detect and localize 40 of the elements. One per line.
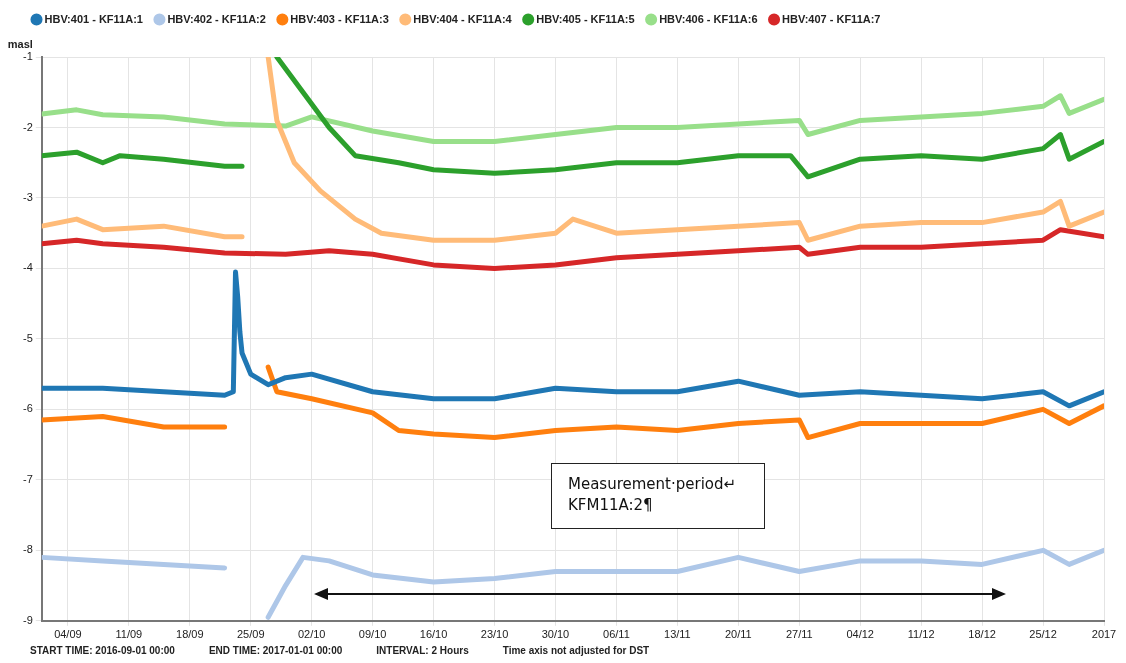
- x-tick-label: 25/12: [1029, 628, 1057, 641]
- x-tick-label: 11/12: [907, 628, 935, 641]
- x-tick-label: 09/10: [358, 628, 387, 641]
- y-tick-label: -7: [23, 472, 33, 485]
- x-tick-label: 23/10: [480, 628, 509, 641]
- legend-label: HBV:406 - KF11A:6: [659, 12, 758, 25]
- text: INTERVAL: 2 Hours: [376, 645, 469, 656]
- text: END TIME: 2017-01-01 00:00: [208, 645, 343, 656]
- legend-label: HBV:402 - KF11A:2: [167, 12, 266, 25]
- x-tick-label: 02/10: [297, 628, 326, 641]
- legend-label: HBV:401 - KF11A:1: [44, 12, 143, 25]
- y-tick-label: -4: [23, 261, 33, 274]
- x-tick-label: 2017: [1091, 628, 1117, 641]
- text: START TIME: 2016-09-01 00:00: [30, 645, 175, 656]
- x-tick-label: 18/12: [968, 628, 996, 641]
- x-tick-label: 30/10: [541, 628, 570, 641]
- x-tick-label: 06/11: [603, 628, 630, 641]
- x-tick-label: 04/09: [54, 628, 82, 641]
- y-tick-label: -1: [23, 50, 33, 63]
- x-tick-label: 25/09: [236, 628, 265, 641]
- y-tick-label: -6: [23, 402, 33, 415]
- x-tick-label: 04/12: [846, 628, 874, 641]
- x-tick-label: 13/11: [664, 628, 691, 641]
- x-tick-label: 16/10: [419, 628, 448, 641]
- x-tick-label: 18/09: [176, 628, 204, 641]
- y-tick-label: -3: [23, 190, 33, 203]
- y-axis-title: masl: [7, 38, 33, 51]
- x-tick-label: 11/09: [115, 628, 143, 641]
- x-tick-label: 27/11: [785, 628, 813, 641]
- y-tick-label: -9: [23, 613, 33, 626]
- legend-label: HBV:403 - KF11A:3: [290, 12, 389, 25]
- text: Time axis not adjusted for DST: [502, 645, 650, 656]
- y-tick-label: -5: [23, 331, 33, 344]
- legend-label: HBV:407 - KF11A:7: [782, 12, 881, 25]
- legend-label: HBV:405 - KF11A:5: [536, 12, 635, 25]
- x-tick-label: 20/11: [724, 628, 752, 641]
- y-tick-label: -2: [23, 120, 33, 133]
- y-tick-label: -8: [23, 543, 33, 556]
- legend-label: HBV:404 - KF11A:4: [413, 12, 513, 25]
- annotation: Measurement·period↵ KFM11A:2¶: [551, 463, 765, 529]
